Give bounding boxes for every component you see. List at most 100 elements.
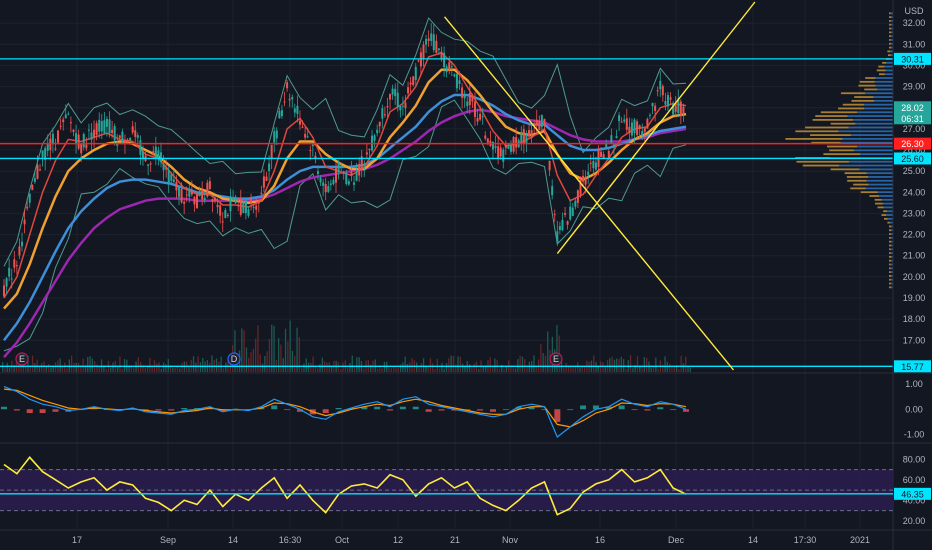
candle-body [206,182,209,197]
volume-bar [521,356,524,372]
profile-bar-buy [890,20,893,22]
candle-body [386,106,389,108]
volume-bar [452,355,455,372]
profile-bar-sell [889,278,891,281]
candle-body [154,146,157,159]
candle-body [659,80,662,90]
volume-bar [655,357,657,372]
candle-body [368,148,371,151]
profile-bar-buy [873,96,893,98]
volume-bar [574,366,576,372]
volume-bar [473,363,475,372]
candle-body [450,66,453,68]
volume-bar [13,365,15,372]
macd-histogram-bar [528,406,535,410]
time-axis[interactable]: 17 Sep 14 16:30 Oct 12 21 Nov 16 Dec 14 17:30 2021 [72,535,870,545]
profile-bar-sell [889,263,891,266]
candle-body [41,150,44,158]
macd-histogram-bar [515,406,522,410]
candle-body [389,94,392,100]
macd-histogram-bar [296,409,303,412]
candle-body [677,98,680,114]
volume-bar [234,330,236,372]
volume-bar [542,353,544,372]
candle-body [5,278,8,287]
candle-body [471,98,474,102]
volume-bar [376,368,379,372]
profile-bar-buy [847,115,893,117]
candle-body [525,133,528,145]
volume-bar [418,367,420,372]
candle-body [196,194,199,209]
profile-bar-sell [842,103,865,106]
candle-body [8,267,11,277]
volume-bar [192,356,195,372]
volume-bar [243,330,245,372]
event-marker-label: D [231,354,238,364]
profile-bar-buy [890,248,893,251]
volume-bar [298,337,300,372]
volume-bar [347,367,349,372]
volume-bar [121,368,123,372]
volume-bar [123,359,126,372]
volume-bar [519,355,521,372]
volume-bar [50,367,52,372]
candle-body [528,130,531,137]
volume-bar [478,368,480,372]
candle-body [417,60,420,62]
candle-body [286,82,289,89]
volume-bar [140,362,142,372]
candle-body [564,213,567,215]
candle-body [234,196,237,204]
candle-body [633,119,636,134]
volume-bar [604,367,606,372]
candle-body [486,138,489,143]
candle-body [69,122,72,124]
profile-bar-buy [842,138,893,140]
volume-bar [91,358,93,372]
volume-bar [2,362,4,372]
candle-body [82,133,85,148]
macd-histogram-bar [683,409,689,412]
profile-bar-sell [844,172,867,175]
candle-body [98,119,101,132]
candle-body [105,119,108,127]
profile-bar-buy [891,46,893,49]
candle-body [159,152,162,163]
macd-histogram-bar [26,409,33,414]
volume-bar [45,366,47,372]
macd-histogram-bar [618,405,625,410]
candle-body [250,198,253,203]
candle-body [605,143,608,148]
volume-bar [282,358,284,372]
candle-body [404,102,407,109]
candle-body [188,190,191,197]
candle-body [332,179,335,185]
volume-bar [514,368,517,372]
volume-bar [680,355,682,372]
profile-bar-sell [889,275,892,277]
profile-bar-buy [890,278,893,281]
volume-bar [64,362,66,372]
macd-histogram-bar [592,405,599,410]
candle-body [201,189,204,200]
volume-bar [643,357,645,372]
profile-bar-sell [802,164,840,167]
candle-body [445,66,448,73]
price-axes[interactable]: 32.0031.0030.0029.0028.0027.0026.0025.00… [903,18,926,526]
volume-bar [172,367,174,372]
candle-body [311,144,314,147]
volume-bar [445,362,448,372]
bollinger-bands [3,17,687,352]
volume-bar [61,367,64,372]
profile-bar-sell [850,187,866,190]
profile-bar-sell [838,107,865,110]
bollinger-upper [3,17,687,267]
profile-bar-sell [889,225,892,228]
volume-bar [363,368,365,372]
profile-bar-buy [890,271,893,274]
candle-body [77,134,80,149]
